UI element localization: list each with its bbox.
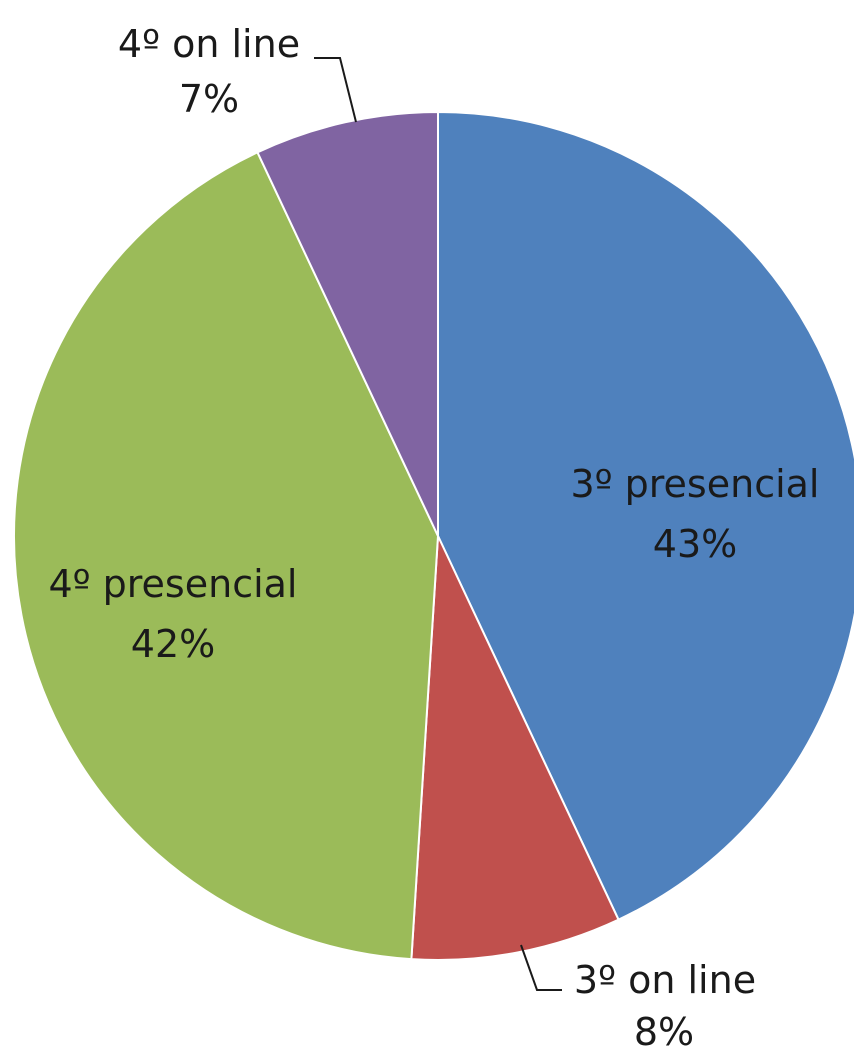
label-4-presencial-value: 42% — [131, 622, 215, 666]
pie-slices — [13, 110, 854, 961]
label-4-on-line-value: 7% — [179, 77, 239, 121]
leader-line-3-on-line — [520, 944, 562, 991]
slice-4-presencial — [13, 151, 440, 961]
slice-4-on-line — [256, 110, 439, 537]
slice-3-on-line — [410, 535, 620, 961]
label-3-on-line-name: 3º on line — [574, 958, 756, 1002]
label-3-presencial-name: 3º presencial — [570, 462, 819, 506]
label-4-on-line-name: 4º on line — [118, 22, 300, 66]
label-3-presencial-value: 43% — [653, 522, 737, 566]
slice-3-presencial — [437, 110, 854, 921]
leader-line-4-on-line — [314, 57, 357, 123]
label-3-on-line-value: 8% — [634, 1010, 694, 1053]
label-4-presencial-name: 4º presencial — [48, 562, 297, 606]
